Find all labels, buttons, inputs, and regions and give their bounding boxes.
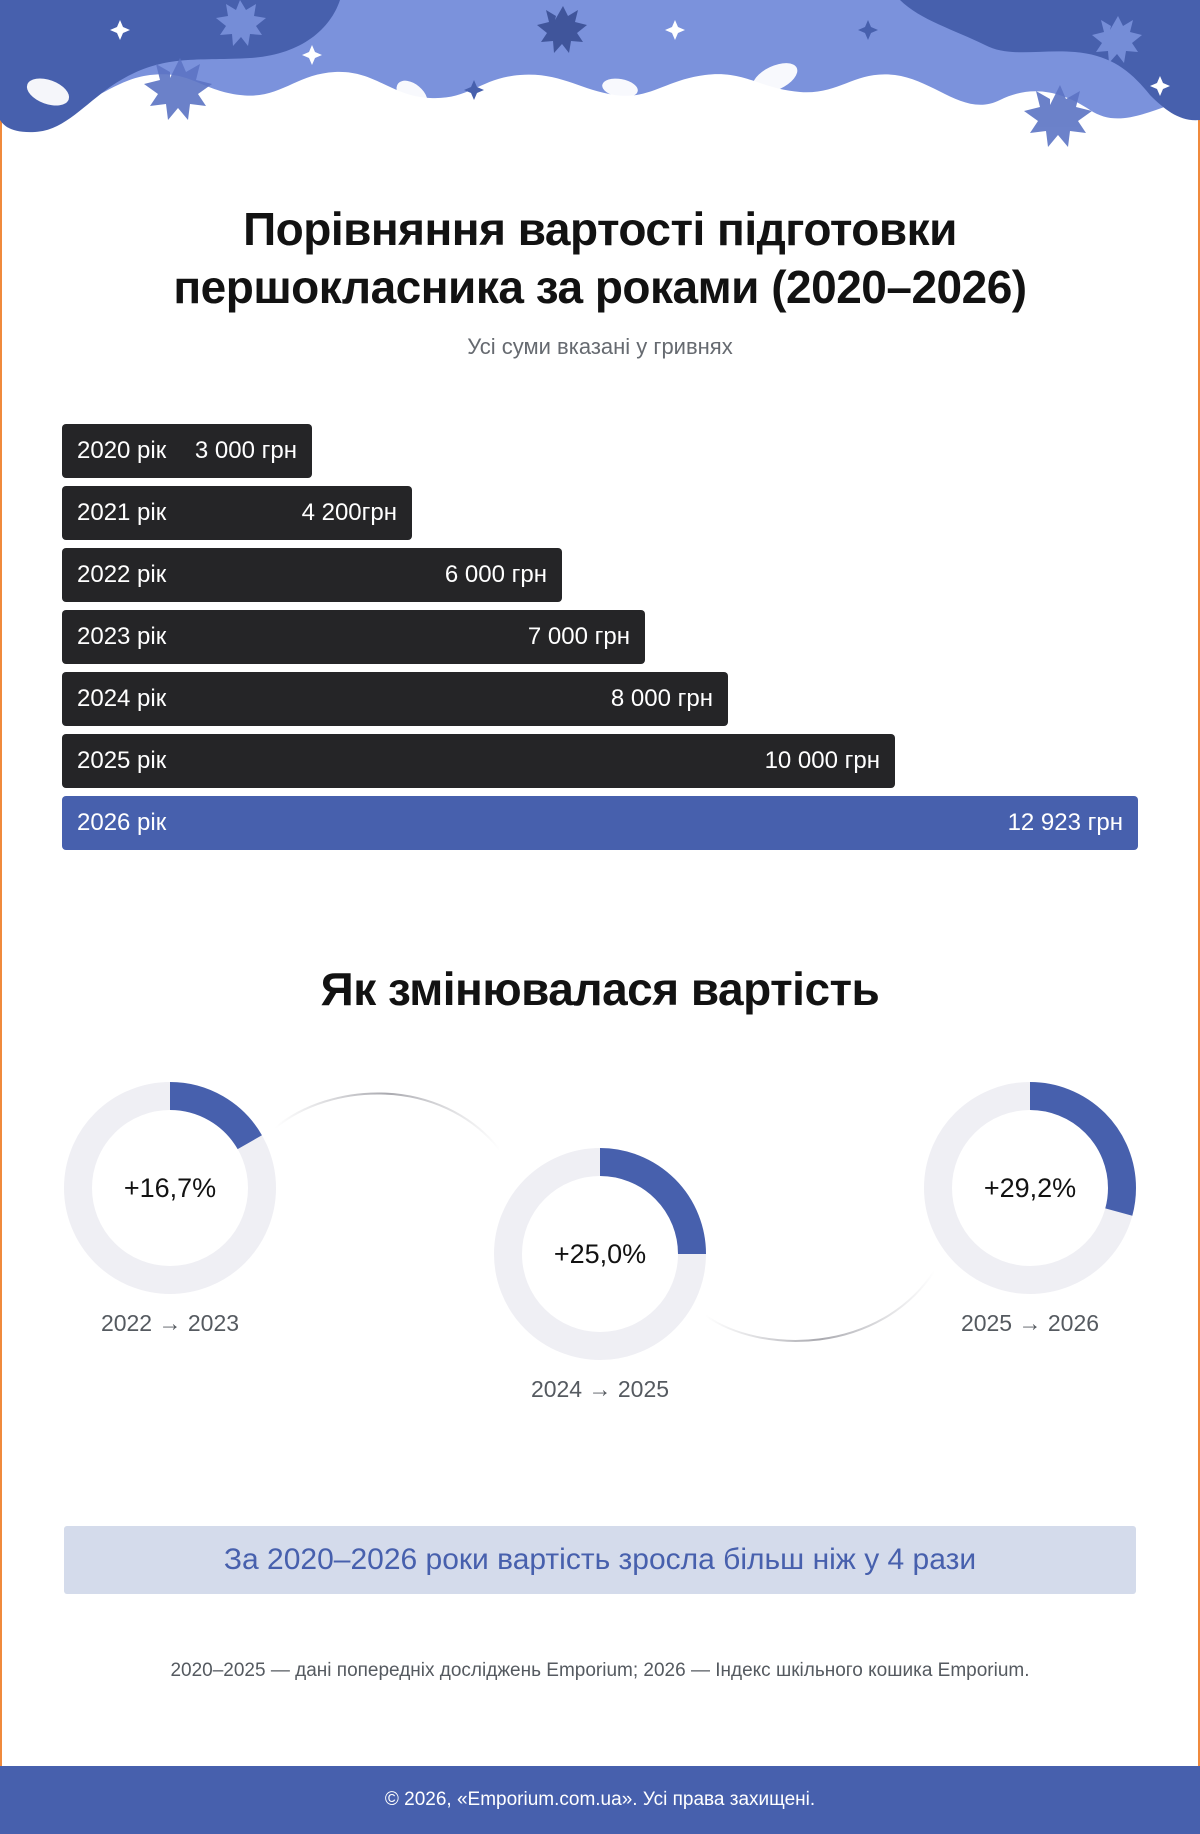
donut-ring-1: +25,0% [494, 1148, 706, 1360]
donut-period-label: 2024 → 2025 [530, 1376, 670, 1402]
title-line-1: Порівняння вартості підготовки [243, 203, 957, 255]
connector-arc-2 [704, 1269, 936, 1342]
bar-value-label: 7 000 грн [527, 623, 630, 650]
section-title: Як змінювалася вартість [320, 963, 880, 1015]
leaf-icon [26, 63, 907, 110]
bar-6: 2026 рік 12 923 грн [62, 796, 1138, 850]
bar-category-label: 2020 рік [77, 437, 167, 464]
bar-3: 2023 рік 7 000 грн [62, 610, 645, 664]
source-note: 2020–2025 — дані попередніх досліджень E… [170, 1660, 1030, 1681]
title-line-2: першокласника за роками (2020–2026) [173, 261, 1027, 313]
bar-value-label: 10 000 грн [764, 747, 880, 774]
maple-leaf-icon [144, 0, 1142, 147]
summary-banner: За 2020–2026 роки вартість зросла більш … [64, 1526, 1136, 1594]
footer-copyright: © 2026, «Emporium.com.ua». Усі права зах… [384, 1789, 816, 1810]
bar-4: 2024 рік 8 000 грн [62, 672, 728, 726]
accent-line-right [1198, 0, 1200, 1766]
page-title: Порівняння вартості підготовки першоклас… [0, 200, 1200, 316]
bar-category-label: 2022 рік [77, 561, 167, 588]
donut-value-label: +16,7% [123, 1172, 217, 1203]
bar-value-label: 6 000 грн [444, 561, 547, 588]
donut-value-label: +25,0% [553, 1238, 647, 1269]
donut-period-label: 2022 → 2023 [100, 1310, 240, 1336]
bar-value-label: 12 923 грн [1007, 809, 1123, 836]
accent-line-left [0, 0, 2, 1766]
bar-value-label: 4 200грн [301, 499, 397, 526]
bar-1: 2021 рік 4 200грн [62, 486, 412, 540]
donut-ring-2: +29,2% [924, 1082, 1136, 1294]
footer: © 2026, «Emporium.com.ua». Усі права зах… [0, 1766, 1200, 1834]
donut-progress-arc [494, 1148, 706, 1360]
page-subtitle: Усі суми вказані у гривнях [467, 334, 733, 359]
ring-connector-arcs [274, 1092, 936, 1342]
bar-category-label: 2023 рік [77, 623, 167, 650]
donut-progress-arc [64, 1082, 276, 1294]
donut-ring-0: +16,7% [64, 1082, 276, 1294]
bar-0: 2020 рік 3 000 грн [62, 424, 312, 478]
bar-5: 2025 рік 10 000 грн [62, 734, 895, 788]
bar-category-label: 2026 рік [77, 809, 167, 836]
bar-category-label: 2021 рік [77, 499, 167, 526]
bar-value-label: 3 000 грн [194, 437, 297, 464]
donut-value-label: +29,2% [983, 1172, 1077, 1203]
bar-category-label: 2025 рік [77, 747, 167, 774]
donut-progress-arc [924, 1082, 1136, 1294]
bar-category-label: 2024 рік [77, 685, 167, 712]
bar-2: 2022 рік 6 000 грн [62, 548, 562, 602]
connector-arc-1 [274, 1092, 501, 1151]
header-decoration [0, 0, 1200, 147]
sparkle-icon [110, 20, 1170, 100]
donut-period-label: 2025 → 2026 [960, 1310, 1100, 1336]
bar-value-label: 8 000 грн [610, 685, 713, 712]
